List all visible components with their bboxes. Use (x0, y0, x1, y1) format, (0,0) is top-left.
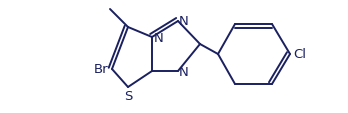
Text: N: N (179, 14, 189, 27)
Text: S: S (124, 89, 132, 102)
Text: N: N (179, 66, 189, 79)
Text: Cl: Cl (293, 48, 306, 61)
Text: Br: Br (93, 63, 108, 76)
Text: N: N (154, 31, 164, 44)
